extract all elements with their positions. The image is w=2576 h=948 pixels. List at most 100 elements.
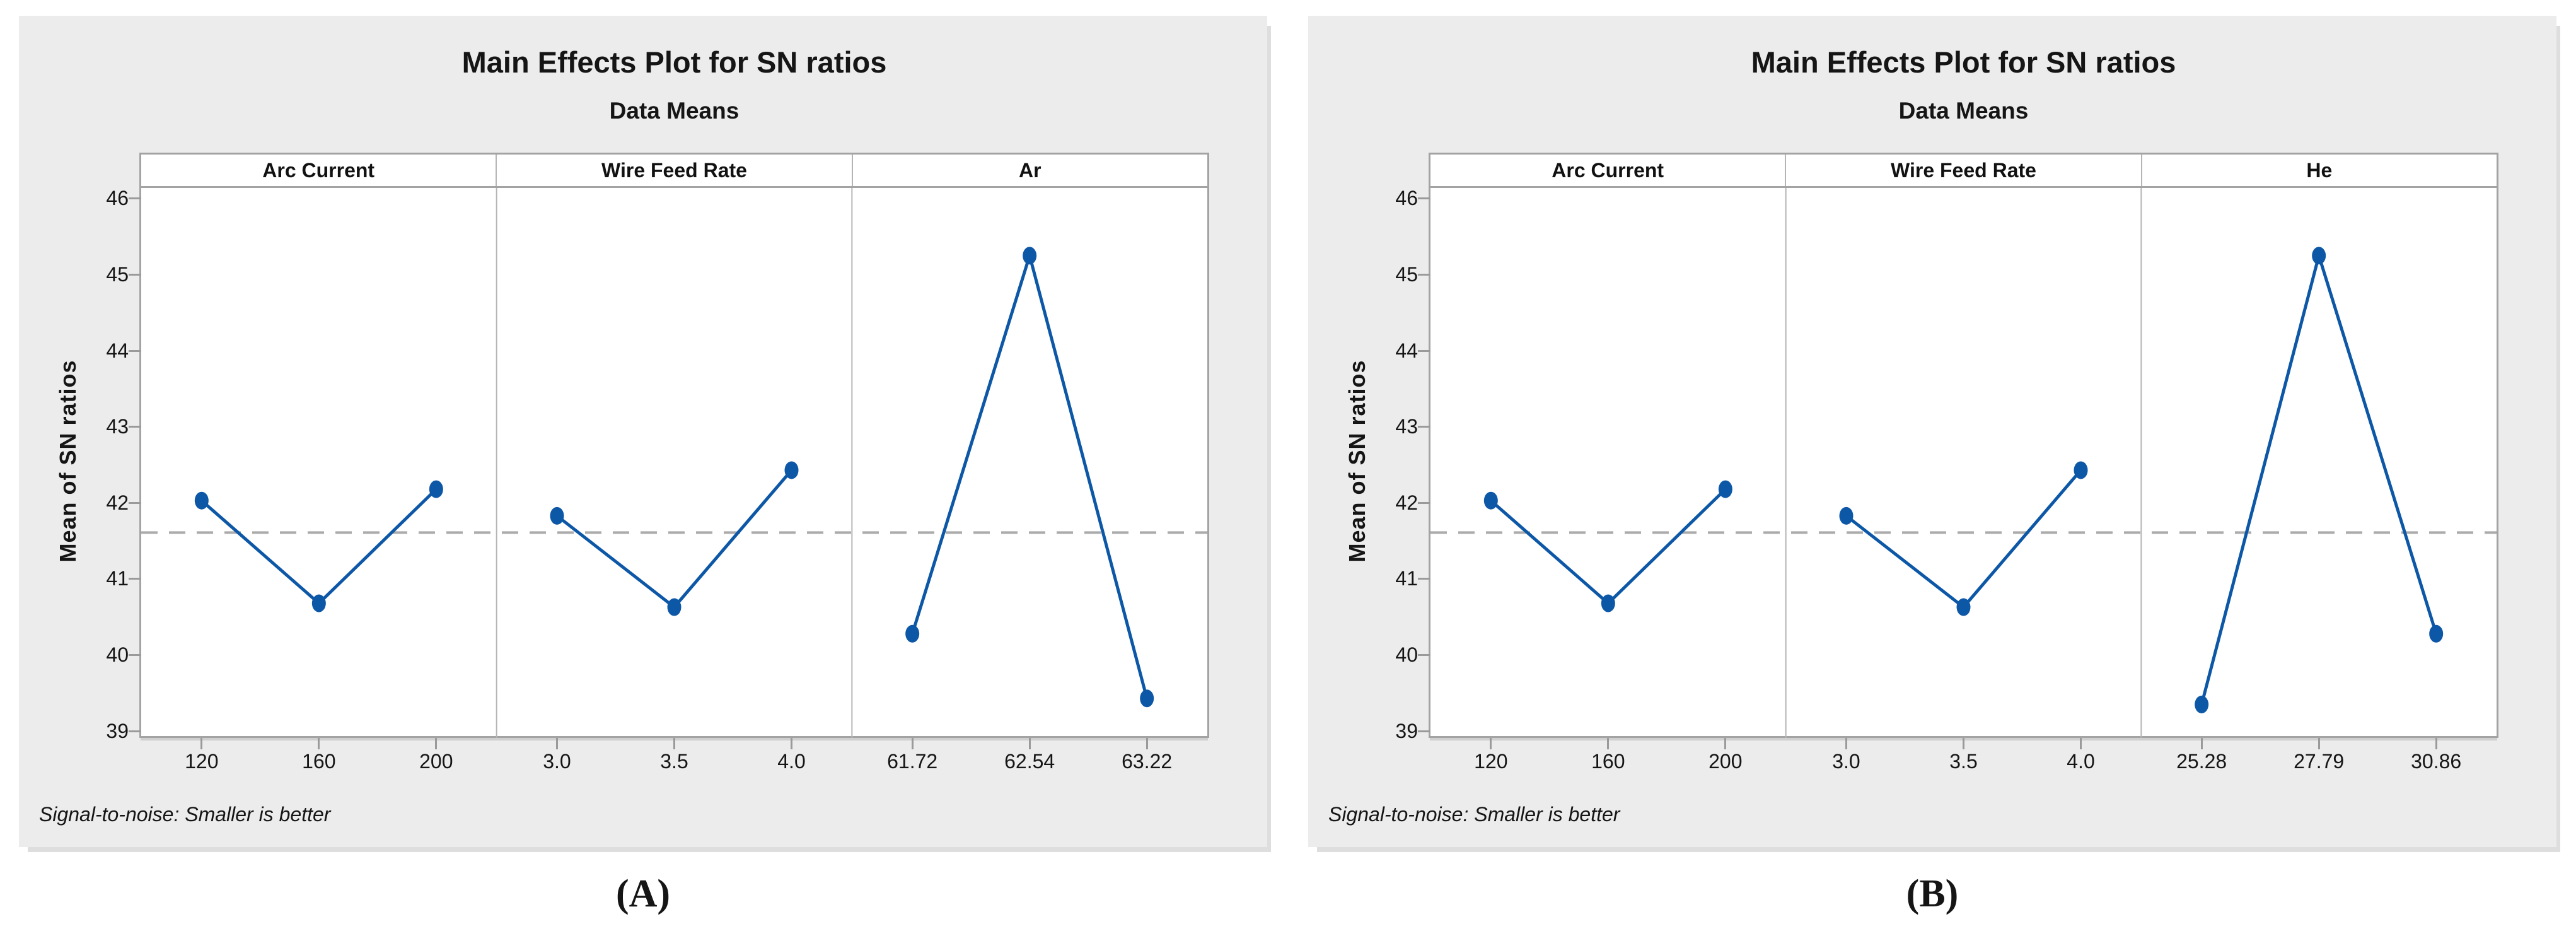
y-tick-label: 40 bbox=[1395, 643, 1418, 666]
y-tick-label: 41 bbox=[1395, 567, 1418, 590]
chart-subtitle: Data Means bbox=[1898, 98, 2029, 124]
x-tick-label: 3.5 bbox=[1949, 750, 1978, 773]
panel-header: Wire Feed Rate bbox=[496, 155, 851, 186]
y-tick-label: 42 bbox=[1395, 491, 1418, 514]
x-tick-label: 120 bbox=[185, 750, 219, 773]
x-tick-mark bbox=[673, 738, 675, 749]
y-tick-label: 45 bbox=[1395, 262, 1418, 286]
y-tick-mark bbox=[129, 273, 141, 276]
panel-header: Ar bbox=[851, 155, 1207, 186]
y-axis-label: Mean of SN ratios bbox=[1344, 360, 1370, 563]
chart-title: Main Effects Plot for SN ratios bbox=[1751, 45, 2176, 79]
x-tick-label: 25.28 bbox=[2176, 750, 2227, 773]
y-tick-label: 46 bbox=[1395, 187, 1418, 210]
y-tick-label: 43 bbox=[106, 415, 129, 438]
series-line bbox=[200, 488, 438, 606]
x-tick-label: 62.54 bbox=[1004, 750, 1055, 773]
y-tick-mark bbox=[129, 730, 141, 732]
y-tick-label: 41 bbox=[106, 567, 129, 590]
data-point bbox=[1601, 594, 1615, 612]
chart-subtitle: Data Means bbox=[609, 98, 740, 124]
y-tick-label: 39 bbox=[1395, 719, 1418, 742]
series-line bbox=[2200, 250, 2438, 706]
x-tick-label: 200 bbox=[419, 750, 453, 773]
series-line bbox=[555, 468, 794, 609]
plot-svg bbox=[1430, 188, 2497, 738]
data-point bbox=[550, 506, 564, 525]
x-tick-label: 200 bbox=[1709, 750, 1743, 773]
y-tick-label: 40 bbox=[106, 643, 129, 666]
data-point bbox=[2074, 461, 2088, 479]
x-tick-label: 30.86 bbox=[2411, 750, 2462, 773]
y-tick-mark bbox=[129, 349, 141, 352]
y-tick-mark bbox=[1418, 426, 1430, 428]
x-tick-mark bbox=[1028, 738, 1031, 749]
panel-header: He bbox=[2140, 155, 2497, 186]
y-tick-label: 39 bbox=[106, 719, 129, 742]
data-point bbox=[1956, 598, 1971, 616]
caption-b: (B) bbox=[1906, 872, 1959, 915]
plot-area: Arc Current Wire Feed Rate Ar bbox=[139, 153, 1209, 738]
x-tick-mark bbox=[1607, 738, 1610, 749]
y-tick-mark bbox=[129, 197, 141, 200]
chart-card-a: Main Effects Plot for SN ratios Data Mea… bbox=[19, 16, 1267, 847]
y-tick-mark bbox=[129, 653, 141, 656]
x-tick-label: 4.0 bbox=[2067, 750, 2095, 773]
y-tick-mark bbox=[1418, 730, 1430, 732]
data-point bbox=[1023, 247, 1037, 265]
y-tick-mark bbox=[1418, 197, 1430, 200]
caption-a: (A) bbox=[615, 872, 671, 915]
y-tick-label: 43 bbox=[1395, 415, 1418, 438]
x-tick-mark bbox=[2435, 738, 2437, 749]
series-line bbox=[1844, 468, 2083, 609]
y-tick-mark bbox=[1418, 578, 1430, 580]
y-tick-label: 45 bbox=[106, 262, 129, 286]
footnote: Signal-to-noise: Smaller is better bbox=[39, 803, 331, 826]
chart-title: Main Effects Plot for SN ratios bbox=[461, 45, 887, 79]
x-tick-label: 63.22 bbox=[1122, 750, 1173, 773]
data-point bbox=[429, 480, 443, 498]
x-tick-mark bbox=[1724, 738, 1727, 749]
data-point bbox=[1718, 480, 1732, 498]
data-point bbox=[194, 491, 209, 510]
y-tick-label: 42 bbox=[106, 491, 129, 514]
panel-header: Arc Current bbox=[262, 158, 375, 182]
y-tick-mark bbox=[1418, 653, 1430, 656]
footnote: Signal-to-noise: Smaller is better bbox=[1328, 803, 1620, 826]
data-point bbox=[905, 624, 920, 643]
x-tick-mark bbox=[1963, 738, 1964, 749]
x-tick-mark bbox=[791, 738, 792, 749]
series-line bbox=[910, 250, 1149, 700]
y-tick-label: 44 bbox=[106, 339, 129, 362]
x-tick-mark bbox=[1490, 738, 1492, 749]
x-tick-label: 120 bbox=[1474, 750, 1508, 773]
x-tick-label: 3.0 bbox=[1832, 750, 1860, 773]
data-point bbox=[1839, 506, 1854, 525]
y-tick-mark bbox=[129, 501, 141, 504]
chart-card-b: Main Effects Plot for SN ratios Data Mea… bbox=[1308, 16, 2556, 847]
data-point bbox=[2195, 695, 2209, 713]
x-tick-label: 160 bbox=[302, 750, 336, 773]
y-tick-mark bbox=[129, 426, 141, 428]
y-tick-mark bbox=[129, 578, 141, 580]
y-axis-label: Mean of SN ratios bbox=[55, 360, 81, 563]
panel-headers: Arc Current Wire Feed Rate Ar bbox=[141, 155, 1207, 188]
data-point bbox=[311, 594, 326, 612]
plot-area: Arc Current Wire Feed Rate He bbox=[1429, 153, 2498, 738]
x-tick-mark bbox=[1146, 738, 1148, 749]
x-tick-label: 4.0 bbox=[777, 750, 806, 773]
x-tick-label: 3.0 bbox=[543, 750, 571, 773]
y-tick-mark bbox=[1418, 273, 1430, 276]
y-tick-mark bbox=[1418, 349, 1430, 352]
x-tick-mark bbox=[2318, 738, 2320, 749]
panel-headers: Arc Current Wire Feed Rate He bbox=[1430, 155, 2497, 188]
x-tick-mark bbox=[1845, 738, 1847, 749]
x-tick-mark bbox=[435, 738, 438, 749]
y-tick-label: 44 bbox=[1395, 339, 1418, 362]
data-point bbox=[1140, 689, 1154, 708]
series-line bbox=[1489, 488, 1727, 606]
x-tick-mark bbox=[318, 738, 320, 749]
x-tick-mark bbox=[911, 738, 914, 749]
x-tick-mark bbox=[2080, 738, 2082, 749]
x-tick-label: 3.5 bbox=[660, 750, 688, 773]
